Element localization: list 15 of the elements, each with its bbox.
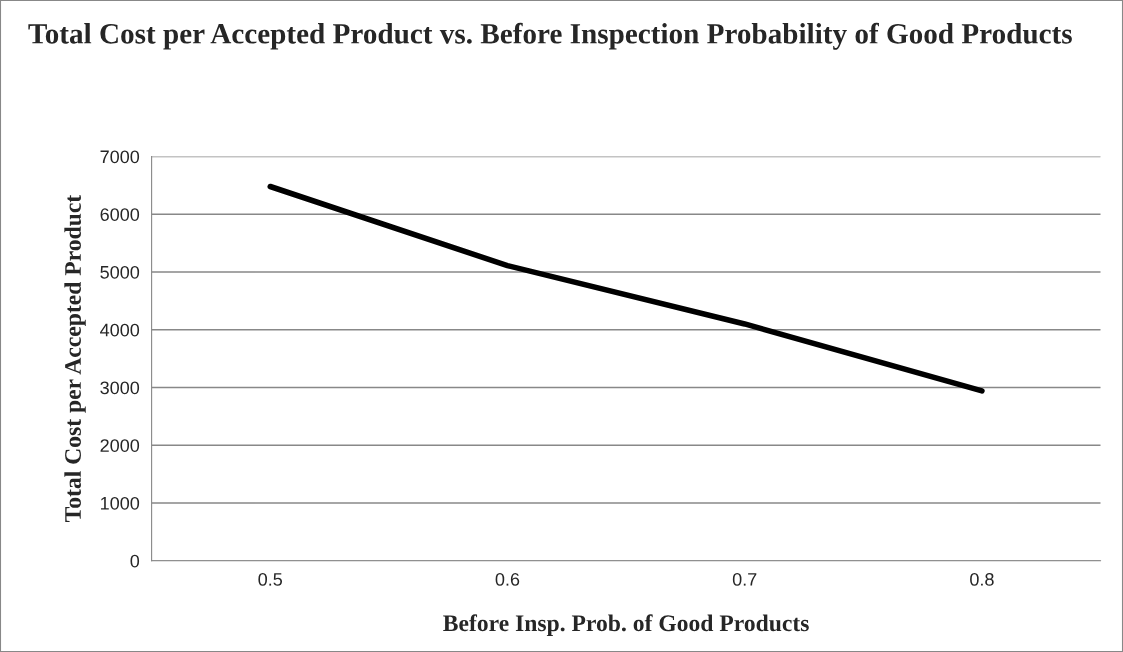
y-tick-label: 6000 <box>100 208 140 221</box>
x-axis-title: Before Insp. Prob. of Good Products <box>443 614 809 637</box>
y-tick-label: 0 <box>130 554 140 568</box>
y-tick-label: 5000 <box>100 265 140 279</box>
y-axis-title: Total Cost per Accepted Product <box>64 194 86 522</box>
chart-title: Total Cost per Accepted Product vs. Before Inspection Probability of Good Products <box>28 22 1072 50</box>
y-tick-label: 4000 <box>100 323 140 337</box>
x-tick-label: 0.5 <box>258 573 283 586</box>
y-tick-label: 3000 <box>100 381 140 395</box>
x-tick-label: 0.6 <box>495 573 520 586</box>
y-tick-label: 7000 <box>100 150 140 164</box>
x-tick-label: 0.7 <box>732 573 757 586</box>
y-tick-label: 1000 <box>101 496 140 510</box>
y-tick-label: 2000 <box>100 439 140 452</box>
x-tick-label: 0.8 <box>970 573 994 586</box>
